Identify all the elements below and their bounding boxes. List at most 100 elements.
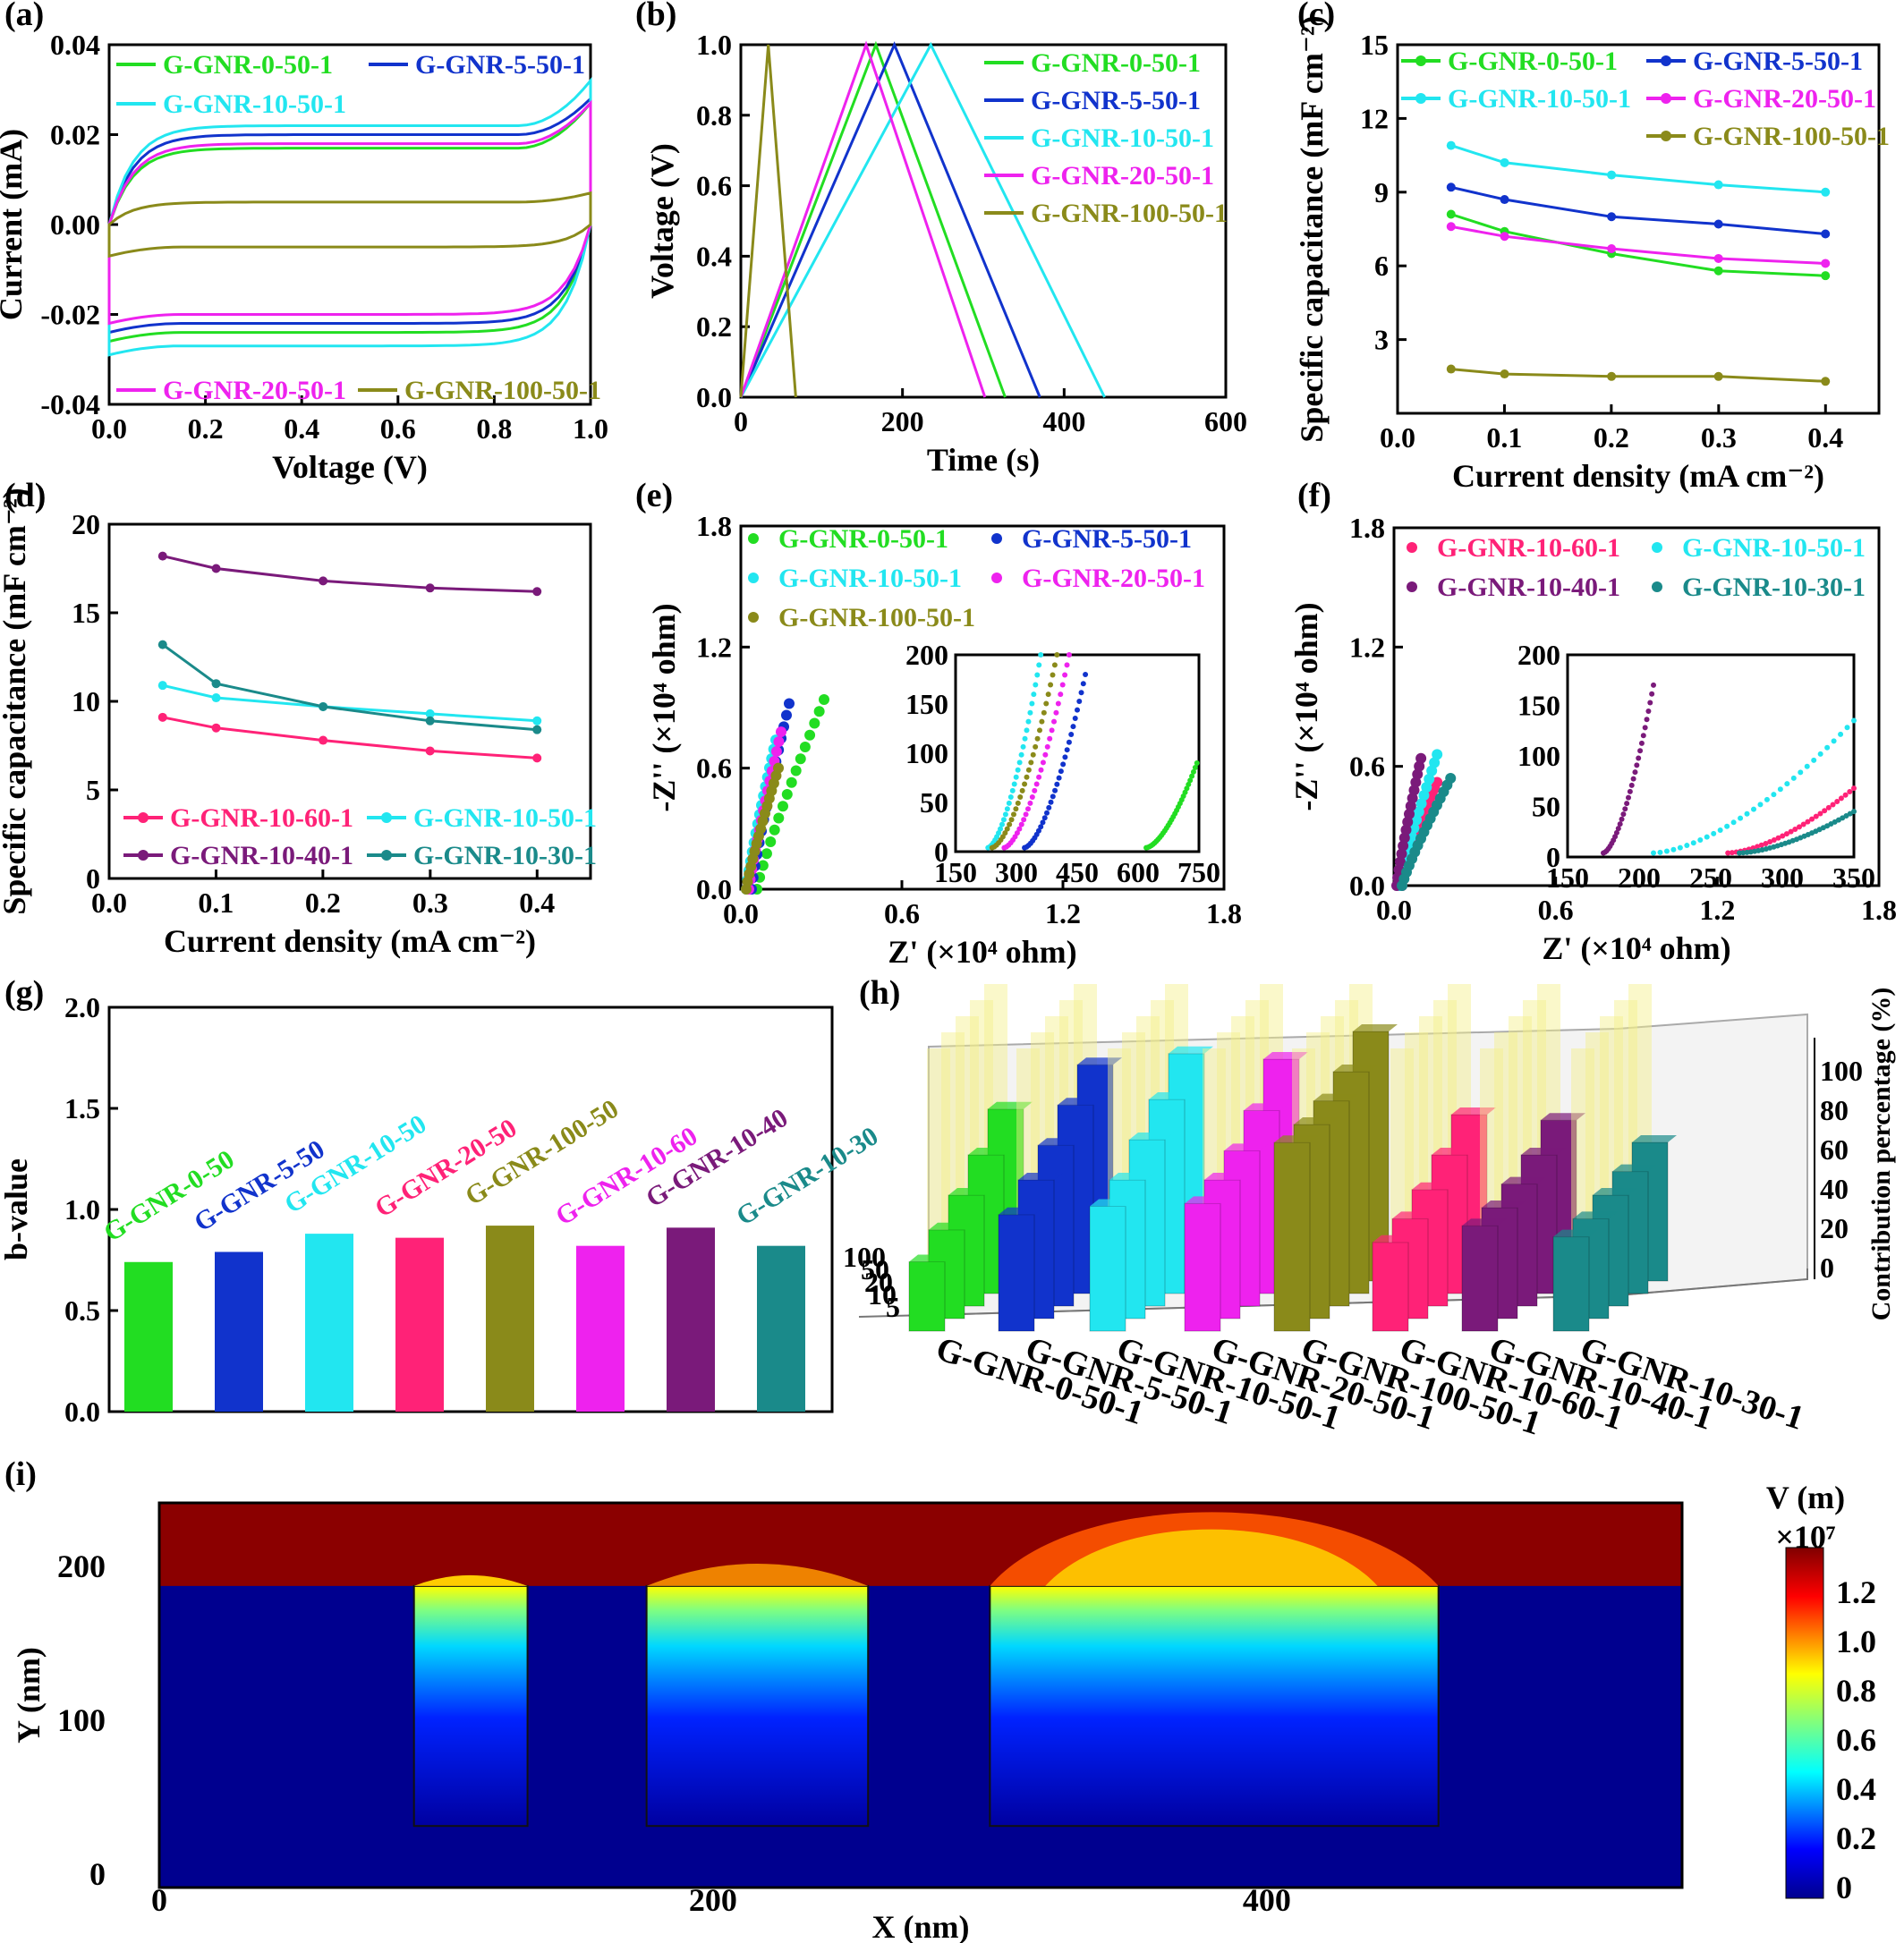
bar-top — [968, 1148, 1013, 1155]
y-tick-label: 1.0 — [696, 29, 732, 61]
z-tick-label: 0 — [1820, 1251, 1834, 1284]
legend-label: G-GNR-100-50-1 — [1031, 199, 1228, 228]
inset-point — [1068, 732, 1075, 738]
x-tick-label: 1.8 — [1206, 897, 1242, 929]
pore-region — [645, 1584, 870, 1828]
inset-point — [1830, 802, 1836, 808]
legend-label: G-GNR-10-30-1 — [413, 841, 597, 870]
legend-label: G-GNR-10-60-1 — [1437, 533, 1620, 563]
panel-letter: (e) — [635, 477, 673, 514]
panel-letter: (b) — [635, 0, 676, 33]
legend-marker — [1661, 93, 1671, 104]
legend-marker — [748, 533, 759, 544]
y-tick-label: 0.5 — [64, 1294, 100, 1327]
inset-point — [1651, 682, 1656, 688]
inset-point — [1725, 850, 1731, 856]
y-tick-label: 0.2 — [696, 310, 732, 343]
cv-curve — [107, 191, 592, 259]
inset-point — [1649, 691, 1655, 697]
pore-region — [412, 1584, 529, 1828]
nyquist-point — [809, 717, 820, 729]
inset-point — [1064, 662, 1070, 668]
inset-point — [1628, 782, 1635, 788]
y-axis-label: Specific capacitance (mF cm⁻²) — [0, 488, 32, 914]
inset-point — [1016, 759, 1023, 766]
inset-point — [1004, 826, 1010, 832]
plot-frame — [1396, 43, 1881, 415]
b-value-bar — [667, 1227, 715, 1412]
z-tick-label: 40 — [1820, 1173, 1849, 1205]
nyquist-point — [776, 726, 786, 738]
inset-point — [1024, 774, 1030, 780]
y-tick-label: 15 — [72, 597, 100, 629]
inset-point — [1798, 769, 1804, 776]
inset-point — [1018, 751, 1024, 758]
legend-label: G-GNR-10-50-1 — [413, 803, 597, 833]
inset-point — [1027, 800, 1033, 806]
nyquist-point — [813, 706, 825, 717]
contribution-bar — [1089, 1206, 1126, 1332]
x-tick-label: 0.4 — [519, 887, 555, 919]
data-point — [1500, 195, 1509, 205]
inset-point — [1190, 768, 1196, 775]
inset-point — [1796, 824, 1802, 830]
inset-point — [1620, 811, 1627, 818]
legend-label: G-GNR-10-40-1 — [170, 841, 353, 870]
inset-point — [1684, 843, 1690, 849]
legend-marker — [1661, 131, 1671, 141]
inset-point — [1617, 821, 1623, 827]
cv-curve — [107, 99, 592, 326]
data-point — [1446, 182, 1456, 192]
bar-top — [1392, 1211, 1437, 1219]
inset-point — [1064, 747, 1070, 753]
y-tick-label: 6 — [1374, 250, 1389, 282]
bar-top — [1018, 1173, 1063, 1180]
panel-c-capacitance: 0.0 0.1 0.2 0.3 0.4 3 6 9 12 15 Current density (m… — [1294, 0, 1890, 494]
nyquist-point — [761, 848, 772, 860]
panel-g-b-value: 0.00.51.01.52.0b-value(g)G-GNR-0-50G-GNR… — [0, 974, 883, 1428]
y-tick-label: 0.6 — [696, 170, 732, 202]
inset-point — [1642, 725, 1648, 731]
data-point — [1607, 243, 1617, 253]
x-tick-label: 0.0 — [91, 887, 127, 919]
inset-point — [1777, 786, 1783, 793]
nyquist-point — [819, 693, 829, 705]
b-value-bar — [124, 1261, 173, 1412]
b-value-bar — [305, 1234, 353, 1412]
y-tick-label: 0.02 — [50, 119, 100, 151]
inset-point — [1054, 781, 1060, 787]
bar-top — [1593, 1188, 1637, 1195]
inset-point — [1016, 826, 1023, 832]
data-point — [425, 708, 435, 718]
inset-point — [1657, 849, 1663, 855]
legend-marker — [991, 573, 1002, 583]
nyquist-point — [781, 788, 793, 800]
nyquist-point — [1445, 773, 1457, 784]
inset-point — [1031, 692, 1037, 698]
x-tick-label: 0.6 — [380, 412, 416, 445]
inset-point — [1822, 808, 1828, 814]
bar-top — [1313, 1093, 1358, 1101]
capacitance-line — [162, 716, 538, 759]
inset-y-tick: 50 — [920, 786, 948, 819]
inset-point — [1059, 682, 1066, 688]
inset-point — [1711, 830, 1717, 836]
data-point — [1821, 271, 1831, 281]
legend-label: G-GNR-0-50-1 — [778, 524, 948, 554]
legend-marker — [748, 573, 759, 583]
inset-point — [1757, 802, 1764, 808]
inset-x-tick: 150 — [934, 856, 977, 888]
inset-point — [1636, 755, 1642, 761]
inset-point — [1018, 821, 1024, 827]
data-point — [157, 640, 167, 649]
data-point — [1446, 209, 1456, 219]
y-tick-label: 0.0 — [696, 873, 732, 905]
z-tick-label: 80 — [1820, 1094, 1849, 1126]
nyquist-point — [1402, 816, 1414, 827]
nyquist-point — [1400, 824, 1412, 836]
inset-point — [1036, 662, 1042, 668]
legend-label: G-GNR-10-50-1 — [1448, 84, 1631, 114]
inset-x-tick: 350 — [1832, 861, 1875, 894]
inset-point — [1015, 800, 1021, 806]
inset-point — [1634, 762, 1640, 768]
